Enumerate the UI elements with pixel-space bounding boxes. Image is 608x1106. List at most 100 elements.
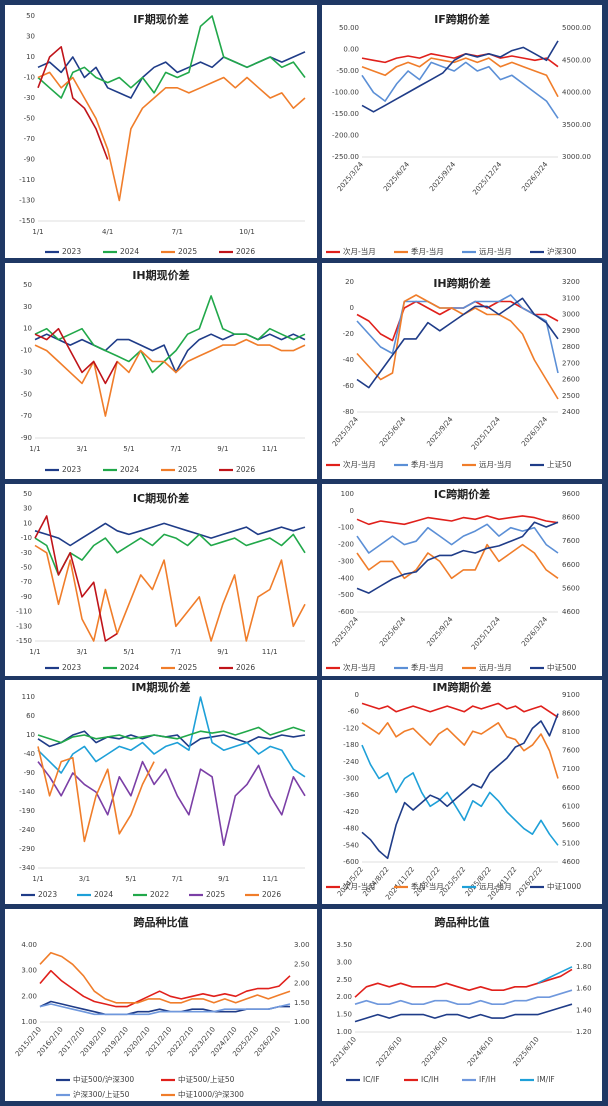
- legend-label: 2024: [120, 465, 139, 474]
- y2-tick-label: 4600: [562, 858, 580, 866]
- y-tick-label: -200: [338, 541, 354, 549]
- y2-tick-label: 3200: [562, 278, 580, 286]
- series-line: [37, 760, 306, 846]
- series-line: [37, 726, 306, 744]
- y2-tick-label: 1.60: [576, 985, 592, 993]
- legend-label: 2026: [236, 663, 255, 672]
- y-tick-label: -60: [343, 382, 354, 390]
- y-tick-label: -70: [24, 135, 35, 143]
- x-tick-label: 1/1: [29, 445, 40, 453]
- x-tick-label: 1/1: [32, 875, 43, 883]
- y-tick-label: -180: [343, 741, 359, 749]
- y-tick-label: 1.00: [336, 1028, 352, 1036]
- panel: [322, 5, 602, 258]
- series-line: [361, 702, 559, 718]
- chart-title: IC期现价差: [133, 491, 189, 505]
- y2-tick-label: 9600: [562, 490, 580, 498]
- y-tick-label: 0: [350, 507, 354, 515]
- x-tick-label: 3/1: [79, 875, 90, 883]
- y2-tick-label: 6600: [562, 561, 580, 569]
- x-tick-label: 9/1: [217, 445, 228, 453]
- y-tick-label: -40: [24, 750, 35, 758]
- y-tick-label: -90: [21, 434, 32, 442]
- series-line: [356, 297, 559, 389]
- legend-label: 远月-当月: [479, 459, 512, 469]
- series-line: [39, 969, 291, 1008]
- legend-label: 沪深300: [547, 246, 577, 256]
- y-tick-label: -110: [16, 608, 32, 616]
- y-tick-label: 20: [345, 278, 354, 286]
- y-tick-label: 50: [23, 281, 32, 289]
- legend-label: 2022: [150, 890, 169, 899]
- y-tick-label: 50.00: [339, 24, 359, 32]
- legend-label: 中证500/沪深300: [73, 1074, 134, 1084]
- y2-tick-label: 2.00: [294, 980, 310, 988]
- legend-label: 远月-当月: [479, 881, 512, 891]
- y-tick-label: -70: [21, 412, 32, 420]
- y2-tick-label: 8100: [562, 728, 580, 736]
- chart-title: IM期现价差: [131, 680, 190, 694]
- series-line: [39, 951, 291, 1004]
- y-tick-label: -400: [338, 574, 354, 582]
- y-tick-label: 30: [23, 505, 32, 513]
- y2-tick-label: 2500: [562, 392, 580, 400]
- chart-title: IM跨期价差: [432, 680, 491, 694]
- y2-tick-label: 3.00: [294, 941, 310, 949]
- legend-label: IC/IF: [363, 1075, 380, 1084]
- y-tick-label: -130: [19, 197, 35, 205]
- legend-label: 季月-当月: [411, 459, 444, 469]
- x-tick-label: 1/1: [32, 228, 43, 236]
- x-tick-label: 7/1: [172, 875, 183, 883]
- y-tick-label: -140: [19, 788, 35, 796]
- panel: [322, 680, 602, 904]
- y-tick-label: -50.00: [336, 67, 359, 75]
- legend-label: 沪深300/上证50: [73, 1089, 130, 1099]
- series-line: [354, 968, 573, 998]
- y-tick-label: -290: [19, 845, 35, 853]
- series-line: [39, 1003, 291, 1016]
- series-line: [354, 1003, 573, 1023]
- legend-label: 2024: [120, 663, 139, 672]
- y2-tick-label: 7100: [562, 765, 580, 773]
- y2-tick-label: 2.50: [294, 960, 310, 968]
- y-tick-label: -10: [24, 74, 35, 82]
- y-tick-label: 30: [23, 303, 32, 311]
- y-tick-label: -600: [338, 608, 354, 616]
- y-tick-label: -80: [343, 408, 354, 416]
- y-tick-label: -110: [19, 176, 35, 184]
- y-tick-label: -250.00: [332, 153, 359, 161]
- legend-label: 次月-当月: [343, 459, 376, 469]
- y-tick-label: 2.00: [336, 993, 352, 1001]
- series-line: [356, 523, 559, 554]
- series-line: [34, 327, 118, 385]
- y2-tick-label: 2900: [562, 327, 580, 335]
- y-tick-label: -90: [24, 156, 35, 164]
- chart-title: IF跨期价差: [434, 12, 490, 26]
- x-tick-label: 1/1: [29, 648, 40, 656]
- y-tick-label: 110: [22, 693, 35, 701]
- y2-tick-label: 8600: [562, 514, 580, 522]
- y-tick-label: -540: [343, 841, 359, 849]
- y-tick-label: -190: [19, 807, 35, 815]
- chart-title: IH跨期价差: [433, 276, 490, 290]
- y-tick-label: -50: [21, 390, 32, 398]
- y-tick-label: -420: [343, 808, 359, 816]
- y-tick-label: -10: [21, 534, 32, 542]
- legend-label: 2025: [206, 890, 225, 899]
- legend-label: 次月-当月: [343, 662, 376, 672]
- legend-label: 上证50: [547, 460, 572, 469]
- series-line: [34, 544, 306, 642]
- panel: [322, 484, 602, 676]
- y2-tick-label: 3000: [562, 311, 580, 319]
- series-line: [361, 61, 559, 119]
- y-tick-label: -300: [338, 557, 354, 565]
- panel: [5, 263, 317, 479]
- y2-tick-label: 5600: [562, 821, 580, 829]
- y2-tick-label: 8600: [562, 710, 580, 718]
- series-line: [361, 53, 559, 68]
- y-tick-label: -600: [343, 858, 359, 866]
- series-line: [37, 730, 306, 748]
- series-line: [354, 989, 573, 1005]
- y2-tick-label: 3000.00: [562, 153, 591, 161]
